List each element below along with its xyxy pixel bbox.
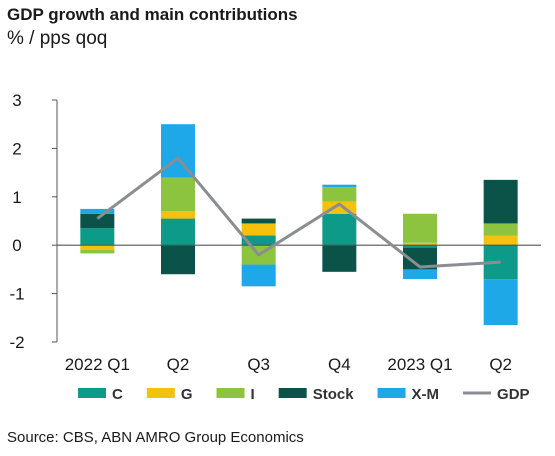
bar-i-6: [483, 223, 518, 236]
x-tick-label: 2023 Q1: [387, 355, 452, 374]
legend-swatch-c: [78, 388, 106, 398]
bar-c-1: [80, 228, 115, 246]
chart-legend: C G I Stock X-M GDP: [78, 386, 530, 403]
bar-i-2: [161, 177, 195, 212]
source-note: Source: CBS, ABN AMRO Group Economics: [7, 429, 304, 446]
legend-swatch-x-m: [377, 388, 406, 398]
axes-layer: -2 -1 0 1 2 3 2022 Q1 Q2 Q3 Q4 2023 Q1 Q2: [9, 91, 541, 374]
legend-label-x-m: X-M: [412, 386, 440, 403]
chart-title: GDP growth and main contributions: [7, 5, 298, 24]
legend-label-i: I: [251, 386, 255, 403]
x-tick-label: Q2: [489, 355, 512, 374]
y-tick-label: 3: [12, 91, 21, 110]
legend-label-c: C: [112, 386, 123, 403]
x-tick-label: 2022 Q1: [65, 355, 130, 374]
bar-stock-4: [322, 245, 357, 272]
legend-label-stock: Stock: [313, 386, 355, 403]
bar-g-6: [483, 235, 518, 246]
bar-x-m-5: [403, 269, 437, 280]
bar-stock-6: [483, 179, 518, 224]
y-tick-label: -2: [9, 333, 24, 352]
y-tick-label: 1: [12, 188, 21, 207]
bar-x-m-4: [322, 184, 357, 188]
y-tick-label: -1: [9, 285, 24, 304]
bar-stock-2: [161, 245, 195, 275]
bar-c-3: [241, 235, 276, 246]
bar-stock-5: [403, 247, 437, 270]
legend-label-gdp: GDP: [497, 386, 530, 403]
x-tick-label: Q3: [247, 355, 270, 374]
bar-i-5: [403, 213, 437, 243]
bar-c-2: [161, 218, 195, 246]
bar-i-1: [80, 250, 115, 254]
gdp-line-layer: [96, 156, 501, 269]
bar-c-5: [403, 245, 437, 248]
bar-i-4: [322, 187, 357, 202]
bar-x-m-3: [241, 264, 276, 287]
legend-label-g: G: [181, 386, 193, 403]
y-tick-label: 2: [12, 139, 21, 158]
legend-swatch-i: [216, 388, 245, 398]
legend-swatch-g: [146, 388, 175, 398]
x-tick-label: Q4: [328, 355, 351, 374]
series-line-gdp: [96, 156, 501, 269]
bar-g-3: [241, 223, 276, 236]
bar-x-m-6: [483, 279, 518, 326]
bar-stock-1: [80, 213, 115, 229]
bar-x-m-1: [80, 208, 115, 214]
bar-g-5: [403, 242, 437, 246]
y-tick-label: 0: [12, 236, 21, 255]
legend-swatch-stock: [278, 388, 307, 398]
bar-x-m-2: [161, 124, 195, 178]
bar-g-2: [161, 211, 195, 219]
bar-g-1: [80, 245, 115, 251]
x-tick-label: Q2: [167, 355, 190, 374]
bars-layer: [80, 124, 518, 326]
bar-c-4: [322, 213, 357, 246]
bar-stock-3: [241, 218, 276, 224]
chart-subtitle: % / pps qoq: [7, 28, 108, 49]
